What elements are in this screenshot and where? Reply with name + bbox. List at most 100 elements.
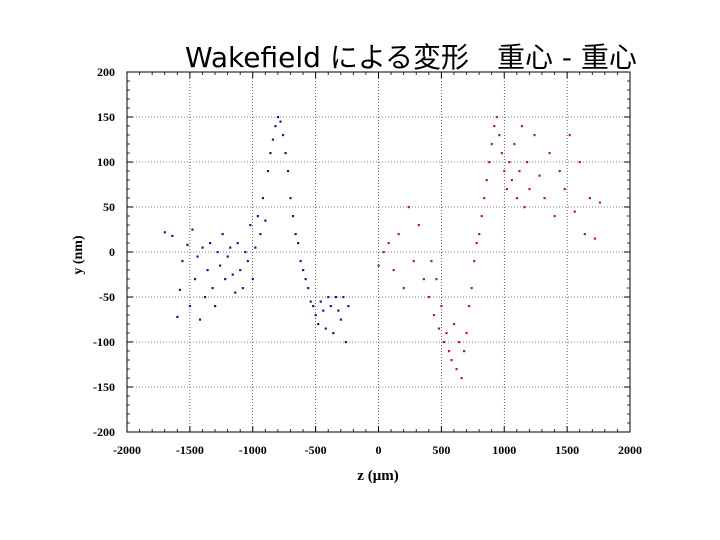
data-point-series-2 [525, 161, 529, 164]
data-point-series-1 [324, 327, 327, 330]
data-point-series-1 [319, 300, 322, 303]
data-point-series-1 [332, 332, 335, 335]
data-point-series-2 [528, 188, 531, 191]
data-point-series-1 [276, 116, 280, 119]
data-point-series-2 [513, 143, 516, 146]
data-point-series-1 [249, 224, 252, 227]
x-tick-label: 0 [376, 443, 382, 457]
data-point-series-2 [593, 237, 596, 240]
data-point-series-1 [299, 260, 302, 263]
data-point-series-2 [563, 188, 566, 191]
data-point-series-1 [344, 341, 348, 344]
data-point-series-2 [460, 377, 463, 380]
x-tick-label: 1000 [492, 443, 516, 457]
data-point-series-1 [226, 255, 229, 258]
data-point-series-2 [493, 125, 496, 128]
x-tick-label: -1500 [176, 443, 204, 457]
data-point-series-2 [553, 215, 556, 218]
data-point-series-1 [264, 219, 267, 222]
data-point-series-2 [495, 116, 498, 119]
data-point-series-2 [578, 161, 581, 164]
data-point-series-1 [307, 287, 310, 290]
data-point-series-1 [259, 233, 262, 236]
data-point-series-2 [598, 201, 602, 204]
data-point-series-1 [339, 318, 342, 321]
data-point-series-1 [286, 170, 290, 173]
data-point-series-2 [505, 188, 508, 191]
data-point-series-2 [422, 278, 425, 281]
data-point-series-1 [234, 291, 237, 294]
data-point-series-2 [427, 296, 430, 299]
data-point-series-1 [201, 246, 204, 249]
y-tick-labels: 200 150 100 50 0 -50 -100 -150 -200 [93, 65, 115, 439]
data-point-series-2 [455, 368, 458, 371]
y-tick-label: 150 [97, 110, 115, 124]
data-point-series-2 [498, 134, 501, 137]
y-tick-label: 100 [97, 155, 115, 169]
data-point-series-1 [211, 287, 214, 290]
data-point-series-2 [435, 278, 438, 281]
data-point-series-1 [191, 228, 194, 231]
data-point-series-2 [478, 233, 481, 236]
data-point-series-2 [417, 224, 420, 227]
x-tick-label: 1500 [555, 443, 579, 457]
data-point-series-1 [291, 215, 295, 218]
data-point-series-1 [266, 170, 270, 173]
data-point-series-1 [269, 152, 272, 155]
data-point-series-2 [468, 305, 471, 308]
data-point-series-2 [475, 242, 478, 245]
tick-marks [126, 71, 631, 433]
x-tick-label: -2000 [113, 443, 141, 457]
data-point-series-2 [523, 206, 526, 209]
chart-title: Wakefield による変形 重心 - 重心 [185, 41, 637, 74]
data-point-series-2 [463, 350, 466, 353]
data-point-series-1 [281, 134, 285, 137]
data-point-series-2 [583, 233, 586, 236]
y-tick-label: 50 [103, 200, 115, 214]
data-point-series-2 [515, 197, 519, 200]
data-point-series-1 [203, 296, 207, 299]
data-point-series-1 [163, 231, 166, 234]
data-point-series-1 [188, 305, 192, 308]
data-point-series-2 [573, 210, 576, 213]
data-point-series-1 [322, 309, 325, 312]
data-point-series-1 [231, 273, 234, 276]
data-point-series-1 [337, 309, 340, 312]
x-tick-label: 500 [432, 443, 450, 457]
data-point-series-2 [465, 332, 468, 335]
data-point-series-2 [485, 179, 488, 182]
data-point-series-2 [533, 134, 536, 137]
y-tick-label: -200 [93, 425, 115, 439]
data-point-series-1 [186, 243, 189, 246]
data-point-series-1 [342, 296, 345, 299]
y-tick-label: -100 [93, 335, 115, 349]
y-tick-label: -50 [99, 290, 115, 304]
data-point-series-2 [392, 269, 395, 272]
x-tick-labels: -2000 -1500 -1000 -500 0 500 1000 1500 2000 [113, 443, 642, 457]
data-point-series-1 [239, 269, 242, 272]
data-point-series-2 [518, 170, 521, 173]
data-point-series-1 [208, 242, 212, 245]
data-point-series-2 [407, 206, 410, 209]
data-point-series-1 [193, 278, 197, 281]
data-point-series-1 [304, 278, 307, 281]
data-point-series-1 [219, 264, 222, 267]
data-point-series-1 [178, 288, 182, 291]
data-point-series-1 [279, 120, 282, 123]
data-point-series-2 [500, 152, 503, 155]
data-point-series-1 [214, 305, 217, 308]
data-point-series-1 [196, 255, 199, 258]
data-point-series-1 [206, 269, 209, 272]
data-point-series-1 [329, 305, 332, 308]
data-point-series-2 [377, 264, 380, 267]
data-point-series-2 [457, 341, 461, 344]
data-point-series-1 [289, 197, 292, 200]
data-point-series-2 [588, 197, 591, 200]
data-point-series-1 [236, 242, 239, 245]
data-point-series-2 [548, 152, 551, 155]
data-point-series-1 [327, 296, 330, 299]
data-point-series-1 [171, 234, 174, 237]
data-point-series-2 [442, 341, 446, 344]
